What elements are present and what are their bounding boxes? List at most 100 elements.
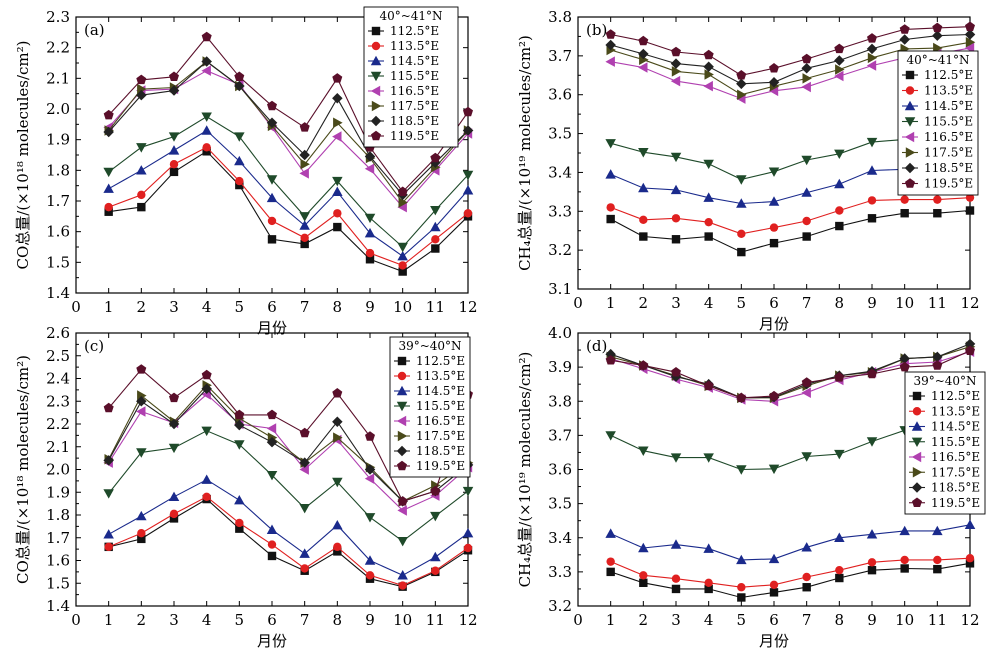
data-point <box>638 35 649 46</box>
data-point <box>364 213 376 224</box>
data-point <box>737 229 746 239</box>
legend-title: 39°~40°N <box>398 339 461 353</box>
legend-marker <box>912 407 922 416</box>
data-point <box>201 125 212 135</box>
legend-entry: 112.5°E <box>390 24 439 38</box>
data-point <box>462 125 474 136</box>
data-point <box>638 542 649 553</box>
x-tick-label: 2 <box>137 298 147 316</box>
legend-entry: 115.5°E <box>390 69 439 83</box>
data-point <box>103 489 114 499</box>
data-point <box>168 85 180 96</box>
data-point <box>801 155 812 166</box>
data-point <box>670 539 682 549</box>
x-tick-label: 0 <box>573 611 583 629</box>
series-line <box>108 116 469 248</box>
series-113.5°E <box>606 193 975 239</box>
data-point <box>365 248 375 258</box>
data-point <box>201 474 212 484</box>
legend-marker <box>371 41 381 51</box>
x-tick-label: 12 <box>960 294 979 312</box>
data-point <box>605 355 616 365</box>
data-point <box>801 81 811 93</box>
data-point <box>168 418 180 430</box>
data-point <box>899 525 910 536</box>
legend-marker <box>911 437 923 447</box>
y-tick-label: 3.1 <box>548 280 572 298</box>
data-point <box>769 580 779 590</box>
data-point <box>234 71 245 81</box>
data-point <box>103 402 114 413</box>
panel-label: (d) <box>586 337 607 355</box>
data-point <box>867 214 877 223</box>
series-line <box>108 60 469 196</box>
data-point <box>801 542 812 552</box>
data-point <box>867 196 877 205</box>
data-point <box>605 139 616 149</box>
legend-entry: 112.5°E <box>931 389 980 403</box>
series-114.5°E <box>103 125 474 261</box>
data-point <box>462 170 474 181</box>
data-point <box>169 514 179 523</box>
data-point <box>234 132 245 142</box>
x-tick-label: 7 <box>300 611 310 629</box>
data-point <box>606 557 615 566</box>
data-point <box>365 431 375 441</box>
data-point <box>670 75 681 87</box>
y-axis-label: CO总量/(×10¹⁸ molecules/cm²) <box>14 355 32 584</box>
data-point <box>397 537 408 547</box>
data-point <box>299 427 310 438</box>
data-point <box>835 221 844 231</box>
y-tick-label: 1.6 <box>46 223 70 241</box>
y-tick-label: 1.4 <box>46 597 70 615</box>
data-point <box>768 196 780 206</box>
legend-entry: 119.5°E <box>924 177 973 191</box>
legend: 40°~41°N112.5°E113.5°E114.5°E115.5°E116.… <box>363 6 459 148</box>
x-tick-label: 6 <box>267 611 277 629</box>
legend-marker <box>911 421 923 431</box>
y-tick-label: 1.7 <box>46 529 70 547</box>
data-point <box>136 143 147 153</box>
data-point <box>606 203 615 212</box>
data-point <box>703 61 714 72</box>
data-point <box>398 197 408 208</box>
data-point <box>235 176 244 186</box>
data-point <box>104 202 113 212</box>
x-tick-label: 9 <box>365 298 375 316</box>
data-point <box>333 222 342 232</box>
data-point <box>736 70 747 80</box>
data-point <box>670 184 682 195</box>
y-tick-label: 2.2 <box>46 39 70 57</box>
data-point <box>333 209 342 218</box>
data-point <box>202 492 211 501</box>
data-point <box>202 143 211 152</box>
panel-label: (c) <box>84 337 104 355</box>
legend-marker <box>396 385 408 396</box>
x-tick-label: 1 <box>104 298 114 316</box>
x-tick-label: 6 <box>267 298 277 316</box>
data-point <box>332 388 343 398</box>
data-point <box>703 49 714 60</box>
legend-marker <box>904 117 916 127</box>
series-119.5°E <box>605 21 975 80</box>
y-axis-label: CO总量/(×10¹⁸ molecules/cm²) <box>14 40 32 269</box>
data-point <box>703 159 714 170</box>
legend-marker <box>905 70 915 80</box>
data-point <box>136 448 147 458</box>
legend-entry: 114.5°E <box>390 54 439 68</box>
data-point <box>703 192 714 202</box>
panel-d: 0 1 2 3 4 5 6 7 8 9 10 11 123.23.33.43.53.63.73.83.9… <box>516 324 986 650</box>
x-tick-label: 11 <box>426 298 445 316</box>
series-line <box>610 209 971 253</box>
legend-entry: 112.5°E <box>416 354 465 368</box>
panel-label: (a) <box>84 21 105 39</box>
data-point <box>965 554 975 563</box>
series-line <box>108 384 469 502</box>
series-line <box>108 146 469 267</box>
data-point <box>103 126 114 138</box>
data-point <box>299 212 310 222</box>
data-point <box>299 149 310 161</box>
legend-entry: 115.5°E <box>931 435 980 449</box>
data-point <box>266 192 278 203</box>
y-tick-label: 2.3 <box>46 392 70 410</box>
